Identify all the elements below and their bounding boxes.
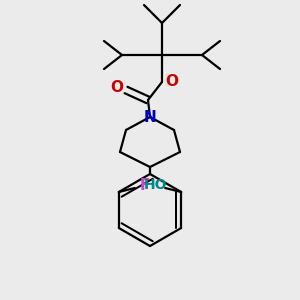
Text: O: O (166, 74, 178, 89)
Text: HO: HO (143, 178, 167, 192)
Text: F: F (140, 178, 150, 194)
Text: N: N (144, 110, 156, 124)
Text: O: O (110, 80, 124, 95)
